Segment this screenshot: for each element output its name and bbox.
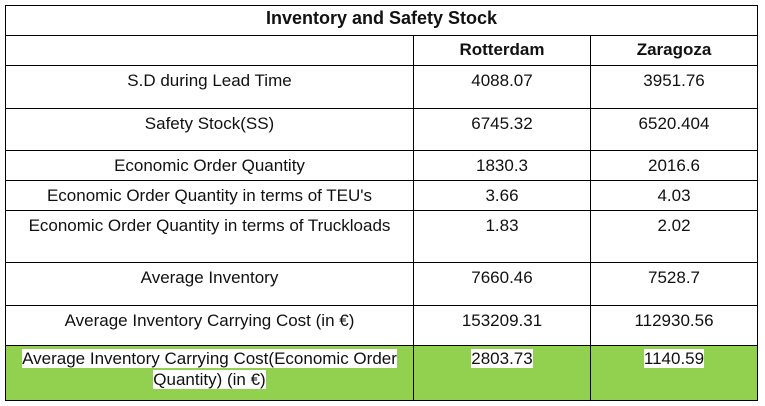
value-cell: 3951.76 xyxy=(589,65,759,109)
value-cell: 6745.32 xyxy=(413,108,591,151)
row-label: S.D during Lead Time xyxy=(5,65,414,109)
value-cell: 7528.7 xyxy=(589,262,759,306)
row-label: Economic Order Quantity xyxy=(5,150,414,181)
value-cell: 7660.46 xyxy=(413,262,591,306)
header-cell: Zaragoza xyxy=(589,35,759,66)
table-row: Safety Stock(SS) 6745.32 6520.404 xyxy=(5,108,759,151)
value-cell: 2803.73 xyxy=(413,345,591,401)
value-cell: 3.66 xyxy=(413,180,591,211)
row-label: Average Inventory xyxy=(5,262,414,306)
highlight-text: 2803.73 xyxy=(471,349,533,368)
highlight-text: 1140.59 xyxy=(643,349,705,368)
value-cell: 2.02 xyxy=(589,210,759,263)
table-row: Average Inventory Carrying Cost (in €) 15… xyxy=(5,305,759,346)
value-cell: 4088.07 xyxy=(413,65,591,109)
table-row: Average Inventory 7660.46 7528.7 xyxy=(5,262,759,306)
table-row: Economic Order Quantity 1830.3 2016.6 xyxy=(5,150,759,181)
value-cell: 4.03 xyxy=(589,180,759,211)
row-label: Safety Stock(SS) xyxy=(5,108,414,151)
value-cell: 6520.404 xyxy=(589,108,759,151)
value-cell: 1140.59 xyxy=(589,345,759,401)
header-cell: Rotterdam xyxy=(413,35,591,66)
table-row: Average Inventory Carrying Cost(Economic… xyxy=(5,345,759,401)
value-cell: 112930.56 xyxy=(589,305,759,346)
value-cell: 1830.3 xyxy=(413,150,591,181)
value-cell: 1.83 xyxy=(413,210,591,263)
table-row: Economic Order Quantity in terms of Truc… xyxy=(5,210,759,263)
header-cell xyxy=(5,35,414,66)
row-label: Economic Order Quantity in terms of Truc… xyxy=(5,210,414,263)
table-row: Economic Order Quantity in terms of TEU'… xyxy=(5,180,759,211)
highlight-text: Average Inventory Carrying Cost(Economic… xyxy=(22,349,397,389)
inventory-table: Inventory and Safety Stock Rotterdam Zar… xyxy=(4,5,759,401)
table-body: S.D during Lead Time 4088.07 3951.76 Safety… xyxy=(5,65,759,401)
row-label: Average Inventory Carrying Cost(Economic… xyxy=(5,345,414,401)
table-title: Inventory and Safety Stock xyxy=(4,5,759,36)
value-cell: 153209.31 xyxy=(413,305,591,346)
table-row: S.D during Lead Time 4088.07 3951.76 xyxy=(5,65,759,109)
row-label: Average Inventory Carrying Cost (in €) xyxy=(5,305,414,346)
value-cell: 2016.6 xyxy=(589,150,759,181)
row-label: Economic Order Quantity in terms of TEU'… xyxy=(5,180,414,211)
